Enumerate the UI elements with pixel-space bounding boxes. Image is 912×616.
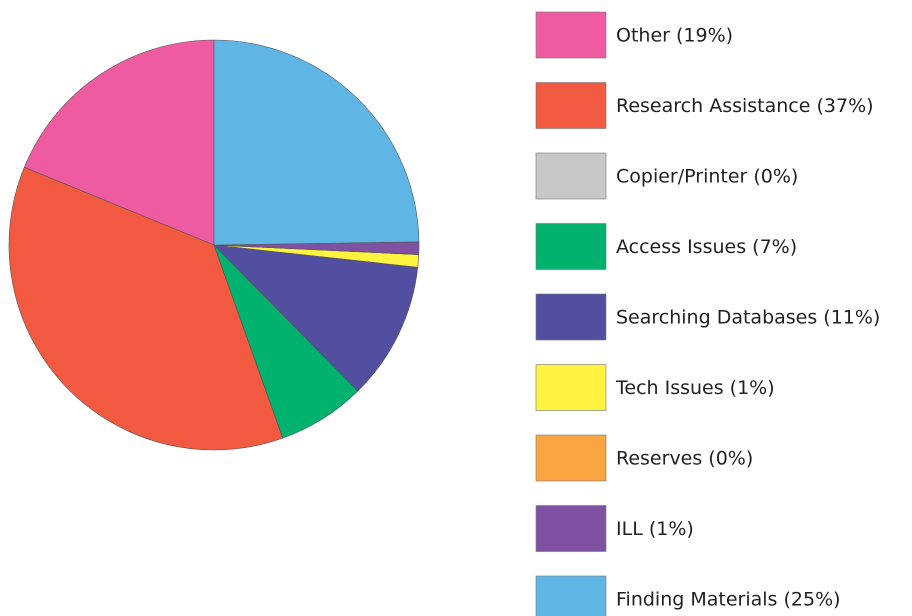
legend-swatch — [535, 223, 607, 270]
legend-swatch — [535, 364, 607, 411]
legend-swatch — [535, 575, 607, 616]
legend-label: Finding Materials (25%) — [616, 589, 841, 611]
pie-slice — [23, 39, 215, 246]
legend-swatch — [535, 152, 607, 200]
legend-label: Copier/Printer (0%) — [616, 166, 798, 188]
legend-swatch — [535, 434, 607, 482]
legend-swatch — [535, 82, 607, 129]
legend-label: Tech Issues (1%) — [615, 377, 775, 399]
pie-slice — [213, 244, 419, 392]
legend-label: Reserves (0%) — [616, 448, 753, 470]
legend-label: Other (19%) — [616, 25, 733, 47]
legend-label: Access Issues (7%) — [616, 236, 797, 258]
legend-label: ILL (1%) — [616, 518, 694, 540]
legend-label: Searching Databases (11%) — [616, 307, 880, 329]
pie-slice — [213, 39, 420, 246]
legend-label: Research Assistance (37%) — [616, 95, 874, 117]
legend-swatch — [535, 505, 607, 552]
legend-swatch — [535, 293, 607, 341]
legend-swatch — [535, 11, 607, 59]
pie-slice — [8, 166, 284, 451]
